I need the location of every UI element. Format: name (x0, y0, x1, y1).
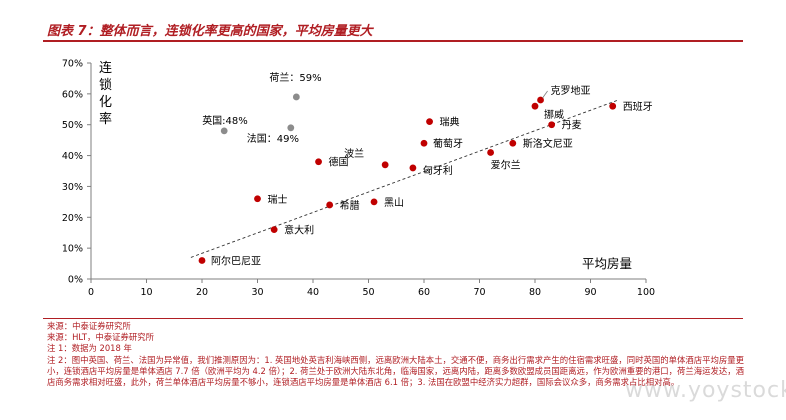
point-label: 英国:48% (202, 114, 248, 127)
data-point (609, 102, 617, 110)
point-label: 挪威 (544, 108, 564, 121)
leader-line (542, 90, 548, 99)
figure-title: 图表 7：整体而言，连锁化率更高的国家，平均房量更大 (47, 24, 373, 39)
point-label: 希腊 (340, 199, 360, 212)
point-label: 德国 (329, 156, 349, 169)
x-tick-label: 50 (362, 287, 374, 298)
y-tick-label: 0% (68, 275, 83, 286)
x-axis-label: 平均房量 (582, 256, 632, 271)
x-tick-label: 10 (140, 287, 152, 298)
data-point (509, 139, 517, 147)
y-tick-label: 40% (62, 151, 83, 162)
data-point (409, 164, 417, 172)
point-label: 匈牙利 (423, 164, 453, 177)
point-label: 荷兰：59% (269, 71, 321, 84)
y-tick-label: 10% (62, 244, 83, 255)
watermark: www.yoystock.com (625, 378, 786, 403)
data-point (287, 124, 295, 132)
y-tick-label: 20% (62, 213, 83, 224)
footer-rule (43, 318, 743, 319)
x-tick-label: 60 (418, 287, 430, 298)
x-tick-label: 70 (473, 287, 485, 298)
x-tick-label: 90 (584, 287, 596, 298)
data-point (420, 139, 428, 147)
x-tick-label: 20 (196, 287, 208, 298)
data-point (292, 93, 300, 101)
point-label: 波兰 (344, 147, 364, 160)
data-point (487, 149, 494, 156)
trend-line (190, 99, 619, 258)
data-point (548, 121, 556, 129)
data-point (537, 96, 544, 104)
data-point (326, 201, 334, 209)
point-label: 瑞典 (440, 116, 460, 129)
source-line-2: 来源：HLT，中泰证券研究所 (47, 332, 155, 343)
y-axis-label: 连锁化率 (99, 60, 112, 127)
y-tick-label: 50% (62, 120, 83, 131)
point-label: 瑞士 (268, 193, 288, 206)
x-tick-label: 40 (307, 287, 319, 298)
point-label: 葡萄牙 (433, 137, 463, 150)
title-underline (43, 40, 743, 42)
data-point (270, 226, 278, 234)
point-label: 爱尔兰 (491, 158, 521, 171)
data-point (531, 102, 539, 110)
data-point (381, 161, 389, 169)
point-label: 法国：49% (247, 132, 299, 145)
data-point (220, 127, 228, 135)
source-line-1: 来源：中泰证券研究所 (47, 321, 131, 331)
data-point (426, 118, 433, 126)
note-1: 注 1：数据为 2018 年 (47, 343, 132, 354)
point-label: 斯洛文尼亚 (523, 137, 573, 150)
x-tick-label: 30 (251, 287, 263, 298)
point-label: 丹麦 (562, 120, 582, 132)
x-tick-label: 100 (637, 287, 655, 298)
y-tick-label: 60% (62, 89, 83, 100)
figure-title-bar: 图表 7：整体而言，连锁化率更高的国家，平均房量更大 (43, 18, 743, 42)
note-2: 注 2：图中英国、荷兰、法国为异常值，我们推测原因为：1. 英国地处英吉利海峡西… (47, 354, 745, 388)
point-label: 阿尔巴尼亚 (211, 254, 261, 267)
source-notes: 来源：中泰证券研究所 来源：HLT，中泰证券研究所 注 1：数据为 2018 年… (47, 321, 747, 388)
axes-layer: 0% 10% 20% 30% 40% 50% 60% 70% 0 10 20 30 40 50 60 70 80… (62, 59, 655, 299)
data-point (254, 195, 261, 203)
data-point (198, 257, 206, 264)
y-tick-label: 30% (62, 182, 83, 193)
point-label: 意大利 (284, 224, 314, 237)
y-tick-label: 70% (62, 59, 83, 70)
point-label: 西班牙 (623, 101, 653, 113)
data-point (370, 198, 378, 206)
x-tick-label: 0 (88, 287, 94, 298)
x-tick-label: 80 (529, 287, 541, 298)
data-point (315, 158, 322, 166)
point-label: 黑山 (384, 197, 404, 209)
point-label: 克罗地亚 (551, 84, 591, 97)
